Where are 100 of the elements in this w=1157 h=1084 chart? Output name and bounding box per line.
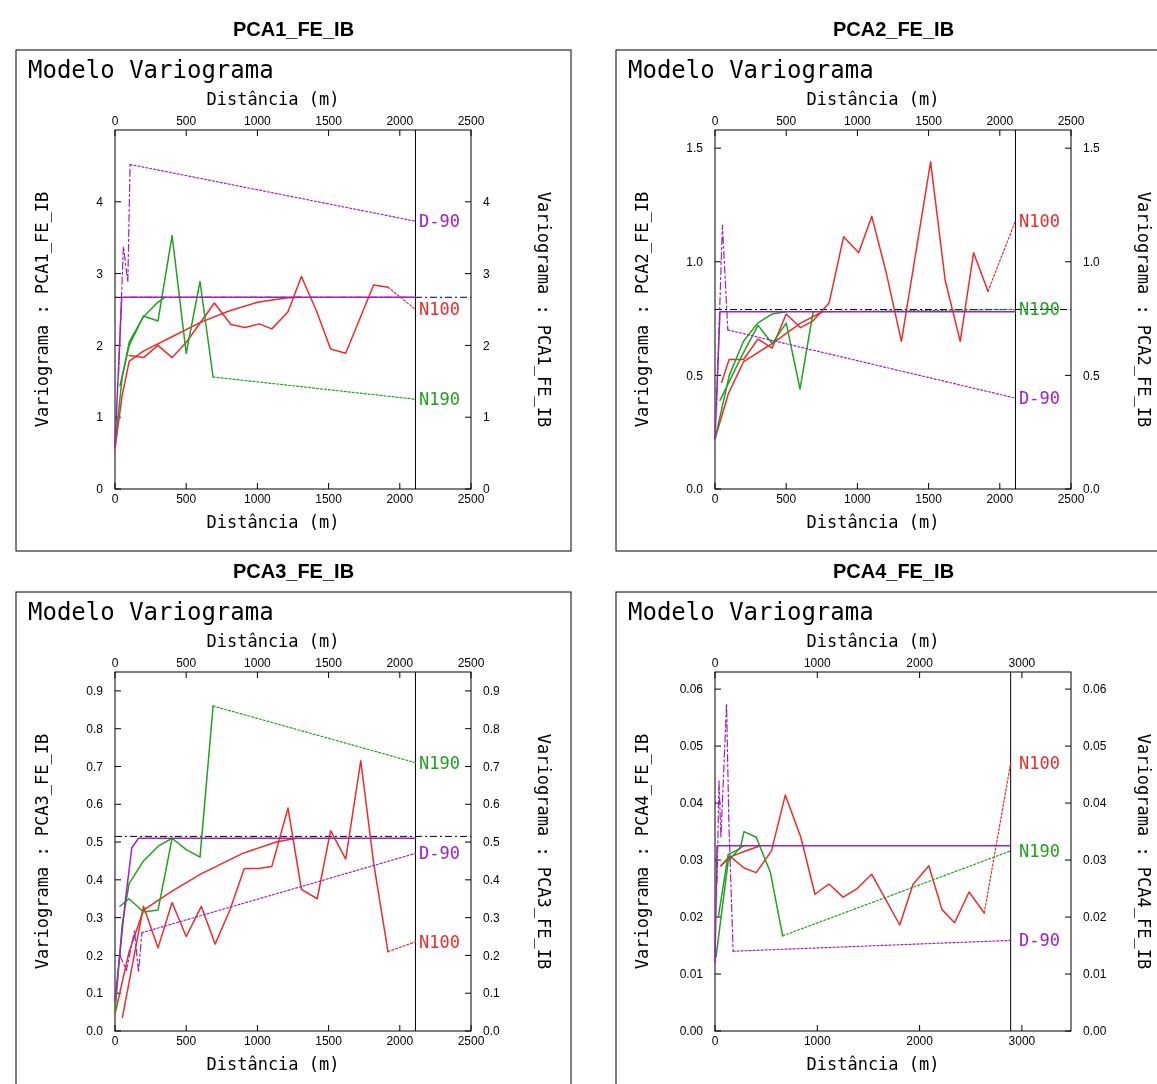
y2-tick-label: 1.5	[1083, 141, 1101, 156]
x2-tick-label: 1000	[244, 492, 272, 506]
series-label: N190	[419, 389, 460, 410]
x-tick-label: 500	[776, 114, 797, 128]
y-tick-label: 0.5	[686, 368, 704, 383]
series-label: N190	[1019, 840, 1060, 861]
series-label: N100	[1019, 753, 1060, 774]
y-tick-label: 4	[96, 195, 104, 209]
x-tick-label: 2000	[906, 656, 934, 670]
y-tick-label: 0.3	[86, 910, 104, 925]
series-label: D-90	[419, 211, 460, 232]
y2-tick-label: 0.5	[1083, 368, 1101, 383]
x2-tick-label: 0	[711, 492, 719, 506]
y-tick-label: 0.6	[86, 797, 104, 812]
x-tick-label: 0	[111, 114, 119, 128]
series-label: N100	[1019, 210, 1060, 231]
y-tick-label: 3	[96, 266, 104, 281]
y2-axis-title: Variograma : PCA3_FE_IB	[534, 733, 554, 970]
x-tick-label: 0	[711, 114, 719, 128]
x2-axis-title: Distância (m)	[806, 631, 940, 651]
x2-tick-label: 500	[176, 492, 197, 506]
x2-axis-title: Distância (m)	[206, 631, 340, 651]
y2-tick-label: 0.4	[483, 873, 501, 888]
series-label: N100	[419, 299, 460, 320]
y2-tick-label: 2	[483, 338, 490, 353]
chart-title: PCA1_FE_IB	[232, 18, 355, 40]
x-tick-label: 2000	[986, 114, 1014, 128]
y2-tick-label: 1	[483, 410, 490, 425]
y2-tick-label: 4	[483, 195, 490, 209]
x2-tick-label: 1500	[915, 492, 943, 506]
y2-tick-label: 0.0	[1083, 482, 1101, 497]
y2-axis-title: Variograma : PCA2_FE_IB	[1134, 191, 1154, 428]
series-label: N100	[419, 931, 460, 952]
y2-tick-label: 0.01	[1083, 967, 1107, 982]
y2-tick-label: 0.3	[483, 910, 501, 925]
x-tick-label: 1000	[844, 114, 872, 128]
x-tick-label: 1500	[915, 114, 943, 128]
x-tick-label: 2500	[457, 656, 485, 670]
x-axis-title: Distância (m)	[806, 512, 940, 532]
x2-tick-label: 1500	[315, 492, 343, 506]
y-tick-label: 0.0	[686, 482, 704, 497]
y2-tick-label: 0.0	[483, 1024, 501, 1039]
y2-axis-title: Variograma : PCA1_FE_IB	[534, 191, 554, 428]
y-tick-label: 0.01	[679, 967, 704, 982]
x-tick-label: 1500	[315, 114, 343, 128]
y-tick-label: 0.9	[86, 684, 104, 699]
x2-tick-label: 2000	[986, 492, 1014, 506]
x-tick-label: 0	[111, 656, 119, 670]
x-tick-label: 1000	[803, 656, 831, 670]
chart-subtitle: Modelo Variograma	[628, 56, 874, 84]
y-tick-label: 0.06	[679, 682, 704, 697]
x2-tick-label: 2000	[386, 492, 414, 506]
chart-subtitle: Modelo Variograma	[628, 598, 874, 626]
y-tick-label: 0.00	[679, 1024, 704, 1039]
x2-tick-label: 0	[711, 1034, 719, 1048]
x-tick-label: 2000	[386, 656, 414, 670]
x2-tick-label: 500	[776, 492, 797, 506]
x2-tick-label: 2500	[1057, 492, 1085, 506]
x-tick-label: 500	[176, 114, 197, 128]
y-tick-label: 1	[96, 410, 104, 425]
x-tick-label: 2000	[386, 114, 414, 128]
y-axis-title: Variograma : PCA1_FE_IB	[32, 191, 52, 428]
y-tick-label: 0.7	[86, 759, 104, 774]
y-tick-label: 0.5	[86, 835, 104, 850]
series-label: N190	[1019, 299, 1060, 320]
x-axis-title: Distância (m)	[206, 512, 340, 532]
chart-subtitle: Modelo Variograma	[28, 598, 274, 626]
y2-tick-label: 0.1	[483, 986, 501, 1001]
x-tick-label: 500	[176, 656, 197, 670]
y2-tick-label: 1.0	[1083, 254, 1101, 269]
y2-tick-label: 0.06	[1083, 682, 1107, 697]
x2-axis-title: Distância (m)	[806, 89, 940, 109]
x-axis-title: Distância (m)	[206, 1054, 340, 1074]
y-axis-title: Variograma : PCA4_FE_IB	[632, 733, 652, 970]
y-tick-label: 0.04	[679, 796, 704, 811]
y-tick-label: 0.03	[679, 853, 704, 868]
y-axis-title: Variograma : PCA3_FE_IB	[32, 733, 52, 970]
chart-title: PCA3_FE_IB	[232, 560, 355, 582]
y2-tick-label: 0.00	[1083, 1024, 1107, 1039]
y2-tick-label: 0.04	[1083, 796, 1107, 811]
y2-tick-label: 3	[483, 266, 490, 281]
y-tick-label: 0.05	[679, 739, 704, 754]
y-axis-title: Variograma : PCA2_FE_IB	[632, 191, 652, 428]
y2-tick-label: 0	[483, 482, 490, 497]
chart-subtitle: Modelo Variograma	[28, 56, 274, 84]
x2-axis-title: Distância (m)	[206, 89, 340, 109]
y-tick-label: 0.1	[86, 986, 104, 1001]
x-tick-label: 2500	[457, 114, 485, 128]
y2-tick-label: 0.2	[483, 948, 501, 963]
y2-tick-label: 0.6	[483, 797, 501, 812]
series-label: N190	[419, 752, 460, 773]
y-tick-label: 0.02	[679, 910, 704, 925]
x-tick-label: 2500	[1057, 114, 1085, 128]
x-tick-label: 3000	[1008, 656, 1036, 670]
y-tick-label: 0.8	[86, 721, 104, 736]
y-tick-label: 1.0	[686, 254, 704, 269]
series-label: D-90	[1019, 930, 1060, 951]
y-tick-label: 2	[96, 338, 104, 353]
y2-tick-label: 0.9	[483, 684, 501, 699]
x-tick-label: 0	[711, 656, 719, 670]
